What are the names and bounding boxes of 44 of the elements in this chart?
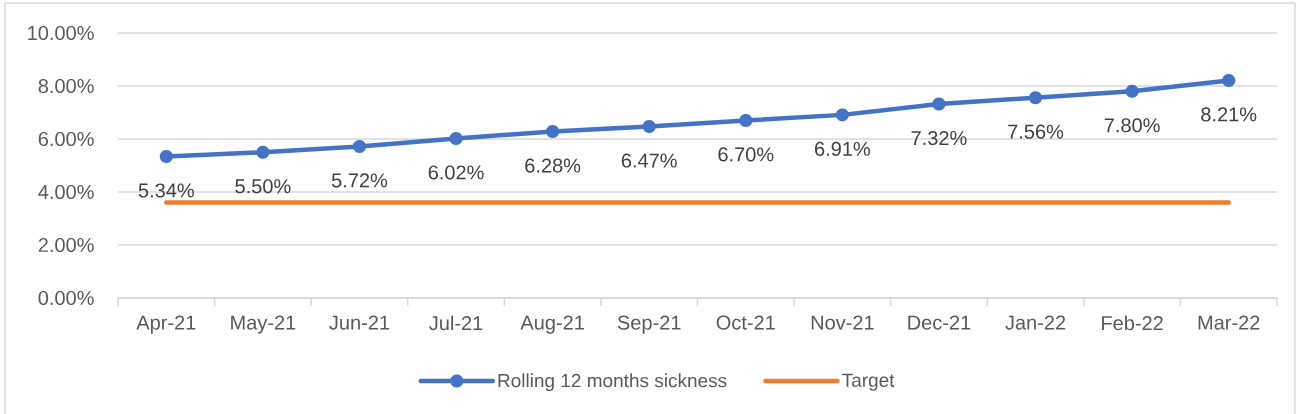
data-label: 7.80%	[1104, 118, 1160, 133]
point	[642, 119, 656, 134]
y-tick-label: 10.00%	[28, 25, 94, 41]
point	[835, 108, 849, 122]
y-tick-label: 4.00%	[38, 184, 94, 200]
x-tick-label: Jul-21	[429, 315, 483, 331]
data-label: 7.56%	[1008, 124, 1064, 139]
point	[159, 149, 173, 164]
legend-label: Target	[842, 373, 895, 391]
data-label: 5.72%	[331, 173, 388, 188]
x-tick-label: Jun-21	[329, 315, 390, 330]
point	[1222, 73, 1236, 87]
x-tick-label: Sep-21	[617, 315, 681, 334]
y-tick-label: 2.00%	[38, 237, 94, 253]
data-label: 5.50%	[235, 179, 291, 194]
x-tick-label: Dec-21	[908, 315, 971, 330]
point	[256, 145, 270, 159]
x-tick-label: Feb-22	[1102, 315, 1163, 331]
legend-label: Rolling 12 months sickness	[498, 373, 727, 392]
x-tick-label: Mar-22	[1198, 315, 1260, 330]
point	[1028, 91, 1043, 105]
data-label: 6.70%	[718, 147, 774, 162]
data-label: 6.02%	[428, 165, 484, 180]
y-tick-label: 6.00%	[38, 131, 94, 147]
x-tick-label: Oct-21	[716, 315, 775, 330]
y-tick-label: 0.00%	[38, 290, 94, 306]
y-tick-label: 8.00%	[38, 78, 94, 94]
point	[1125, 84, 1139, 98]
data-label: 6.28%	[525, 158, 581, 173]
x-tick-label: Nov-21	[811, 315, 874, 330]
point	[352, 139, 367, 153]
data-label: 8.21%	[1201, 107, 1257, 122]
point	[932, 97, 946, 111]
x-tick-label: May-21	[231, 315, 296, 334]
data-label: 6.91%	[815, 141, 870, 156]
point	[449, 131, 463, 146]
x-tick-label: Apr-21	[136, 315, 196, 334]
data-label: 6.47%	[621, 153, 677, 168]
x-tick-label: Aug-21	[520, 315, 584, 334]
point	[546, 125, 560, 139]
data-label: 5.34%	[138, 183, 194, 198]
point	[739, 113, 753, 127]
x-tick-label: Jan-22	[1005, 315, 1066, 330]
data-label: 7.32%	[911, 130, 967, 146]
